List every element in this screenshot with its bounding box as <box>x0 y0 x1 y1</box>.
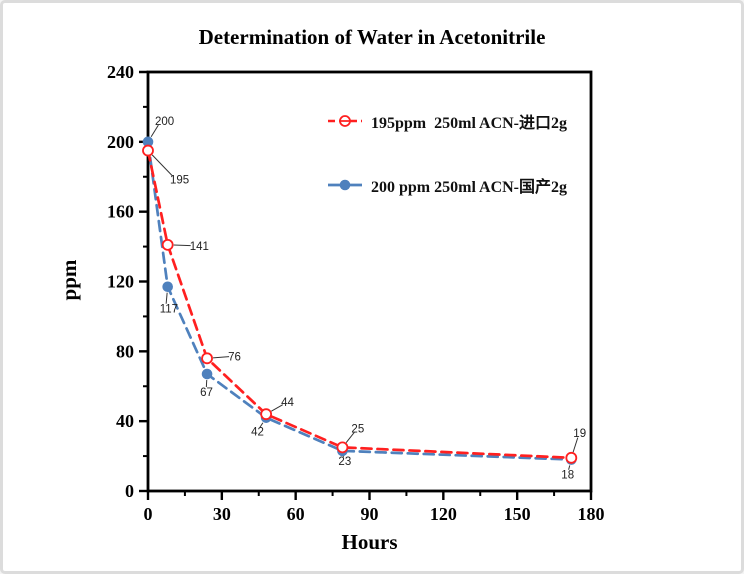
data-point-marker-open <box>565 451 578 464</box>
data-point-marker-filled <box>162 281 173 293</box>
point-label-leader <box>259 422 264 428</box>
series-line-1 <box>146 140 573 461</box>
point-label: 141 <box>190 241 209 253</box>
legend-label: 200 ppm 250ml ACN-国产2g <box>371 179 568 196</box>
legend-marker-sample <box>328 115 362 127</box>
point-label: 200 <box>155 116 174 128</box>
data-point-marker-open <box>201 352 213 365</box>
legend-entry-imported: 195ppm 250ml ACN-进口2g <box>327 109 567 133</box>
point-label-leader <box>345 431 355 443</box>
legend-marker-red-open-circle <box>327 112 363 130</box>
legend-label: 195ppm 250ml ACN-进口2g <box>371 115 568 132</box>
y-axis-tick-label: 40 <box>116 411 134 431</box>
y-axis-tick-label: 160 <box>107 202 134 222</box>
point-label-leader <box>271 404 284 412</box>
point-label: 25 <box>351 423 364 435</box>
data-point-marker-open <box>336 441 349 454</box>
y-axis-title: ppm <box>57 259 81 301</box>
data-point-marker-open <box>142 144 154 157</box>
legend-entry-domestic: 200 ppm 250ml ACN-国产2g <box>327 173 567 197</box>
point-label-leader <box>568 465 571 470</box>
point-label: 23 <box>338 456 351 468</box>
x-axis-tick-label: 150 <box>504 504 531 524</box>
x-axis-tick-label: 30 <box>213 504 231 524</box>
point-label-leader <box>150 124 159 137</box>
series-line-0 <box>146 149 573 460</box>
y-axis-tick-label: 200 <box>107 132 134 152</box>
point-label: 19 <box>573 428 586 440</box>
point-label: 117 <box>160 304 178 316</box>
x-axis-tick-label: 0 <box>144 504 153 524</box>
x-axis-tick-label: 90 <box>361 504 379 524</box>
plot-frame <box>146 70 593 493</box>
data-point-marker-filled <box>201 368 213 380</box>
x-axis-tick-label: 120 <box>430 504 457 524</box>
data-point-marker-open <box>260 408 273 421</box>
point-label-leader <box>572 437 579 453</box>
point-label-leader <box>173 244 191 247</box>
x-axis-tick-label: 180 <box>578 504 605 524</box>
point-label: 195 <box>170 175 189 187</box>
point-label: 76 <box>228 351 241 363</box>
point-label: 44 <box>281 397 294 409</box>
point-label-leader <box>151 154 173 177</box>
point-label: 18 <box>561 470 574 482</box>
y-axis-tick-label: 240 <box>107 62 134 82</box>
point-label-leader <box>213 356 230 359</box>
x-axis-tick-label: 60 <box>287 504 305 524</box>
legend-marker-sample <box>328 179 362 191</box>
y-axis-tick-label: 120 <box>107 272 134 292</box>
point-label: 42 <box>251 427 264 439</box>
point-label: 67 <box>200 387 213 399</box>
chart-title: Determination of Water in Acetonitrile <box>198 25 546 49</box>
legend-marker-blue-filled-circle <box>327 176 363 194</box>
data-point-marker-open <box>161 238 174 251</box>
x-axis-title: Hours <box>341 530 398 554</box>
plot-canvas: 0 40 80 120 160 200 240 0 30 60 90 120 150 180 195 141 7… <box>107 62 605 524</box>
point-label-leader <box>165 292 168 304</box>
data-point-marker-filled <box>142 136 154 148</box>
y-axis-tick-label: 80 <box>116 341 134 361</box>
y-axis-tick-label: 0 <box>125 481 134 501</box>
